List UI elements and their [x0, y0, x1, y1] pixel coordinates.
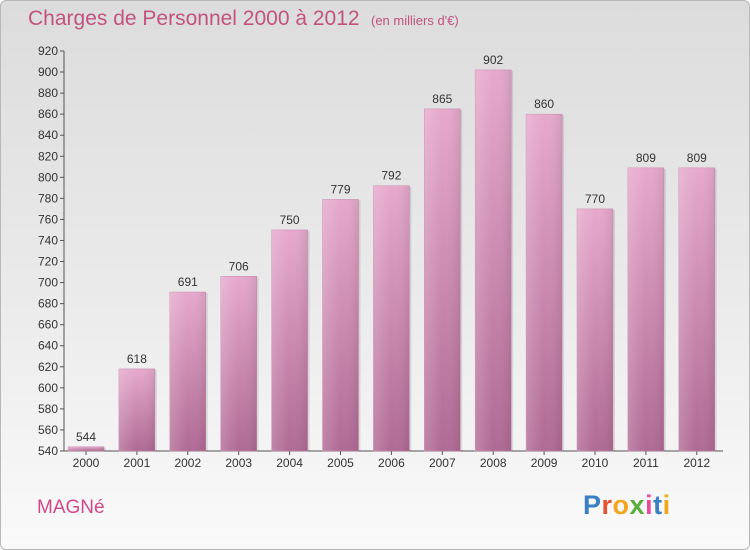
bar-highlight	[627, 167, 664, 451]
y-tick-label: 720	[38, 255, 58, 269]
bar-highlight	[271, 229, 308, 451]
y-tick-label: 840	[38, 128, 58, 142]
logo-letter: r	[601, 490, 613, 520]
y-tick-label: 860	[38, 107, 58, 121]
logo-letter: o	[612, 490, 630, 520]
logo-letter: t	[653, 490, 663, 520]
x-tick-label: 2007	[429, 456, 456, 470]
y-tick-label: 640	[38, 339, 58, 353]
data-label: 860	[534, 97, 554, 111]
bar-highlight	[678, 167, 715, 451]
x-tick-label: 2012	[683, 456, 710, 470]
logo-letter: x	[629, 490, 646, 520]
x-tick-label: 2001	[124, 456, 151, 470]
logo-letter: i	[645, 490, 654, 520]
y-tick-label: 920	[38, 44, 58, 58]
data-label: 809	[636, 151, 656, 165]
x-tick-label: 2009	[531, 456, 558, 470]
y-tick-label: 620	[38, 360, 58, 374]
data-label: 865	[432, 92, 452, 106]
data-label: 691	[178, 275, 198, 289]
x-tick-label: 2010	[582, 456, 609, 470]
data-label: 902	[483, 53, 503, 67]
data-label: 770	[585, 192, 605, 206]
y-tick-label: 780	[38, 191, 58, 205]
data-label: 809	[687, 151, 707, 165]
y-tick-label: 800	[38, 170, 58, 184]
bar-highlight	[475, 69, 512, 452]
y-tick-label: 900	[38, 65, 58, 79]
data-label: 792	[381, 169, 401, 183]
y-tick-label: 540	[38, 444, 58, 458]
y-tick-label: 820	[38, 149, 58, 163]
y-tick-label: 680	[38, 297, 58, 311]
bar-highlight	[526, 114, 563, 451]
bar-highlight	[68, 446, 104, 451]
commune-name: MAGNé	[37, 497, 105, 518]
chart-title: Charges de Personnel 2000 à 2012	[28, 7, 360, 30]
data-label: 544	[76, 430, 96, 444]
y-tick-label: 740	[38, 233, 58, 247]
y-tick-label: 880	[38, 86, 58, 100]
x-tick-label: 2002	[174, 456, 201, 470]
chart-subtitle: (en milliers d'€)	[371, 13, 459, 28]
y-tick-label: 600	[38, 381, 58, 395]
bar-highlight	[577, 208, 613, 451]
x-tick-label: 2011	[633, 456, 659, 470]
y-tick-label: 760	[38, 212, 58, 226]
x-tick-label: 2006	[378, 456, 405, 470]
y-tick-label: 580	[38, 402, 58, 416]
x-tick-label: 2000	[73, 456, 100, 470]
logo-letter: i	[662, 490, 671, 520]
logo-letter: P	[583, 490, 602, 520]
x-tick-label: 2008	[480, 456, 507, 470]
data-label: 779	[330, 182, 350, 196]
x-tick-label: 2003	[225, 456, 252, 470]
data-label: 706	[229, 259, 249, 273]
bar-highlight	[169, 292, 206, 451]
bar-highlight	[373, 185, 410, 451]
bar-highlight	[424, 108, 461, 451]
data-label: 618	[127, 352, 147, 366]
bar-highlight	[118, 368, 155, 451]
y-tick-label: 660	[38, 318, 58, 332]
proxiti-logo: Proxiti	[583, 490, 671, 521]
y-tick-label: 700	[38, 276, 58, 290]
x-tick-label: 2004	[276, 456, 303, 470]
x-tick-label: 2005	[327, 456, 354, 470]
y-tick-label: 560	[38, 423, 58, 437]
bar-highlight	[322, 199, 359, 451]
bar-highlight	[220, 276, 257, 451]
data-label: 750	[280, 213, 300, 227]
